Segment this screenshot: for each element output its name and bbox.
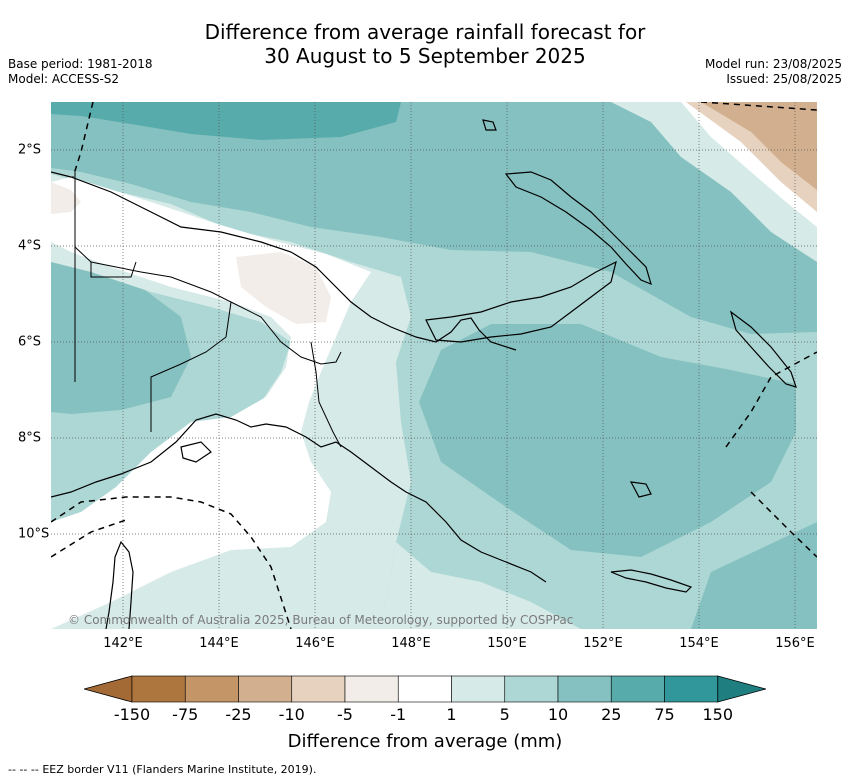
coast-bougainville — [729, 310, 797, 388]
coast-trobriand — [629, 481, 652, 498]
eez-legend: -- -- -- EEZ border V11 (Flanders Marine… — [8, 763, 316, 776]
longitude-label: 142°E — [103, 636, 143, 651]
border-province-c — [310, 341, 342, 448]
band-10-25-southeast — [691, 522, 817, 629]
band-10-25-west — [51, 247, 191, 414]
colorbar-tick-label: 150 — [702, 705, 734, 724]
eez-southwest — [51, 519, 127, 558]
coast-south — [51, 413, 547, 583]
coast-new-britain — [425, 260, 617, 343]
latitude-label: 2°S — [18, 142, 42, 158]
colorbar-tick-label: 1 — [446, 705, 457, 724]
colorbar-segment — [184, 675, 239, 703]
band-10-25-east — [419, 324, 796, 557]
graticule — [51, 102, 817, 629]
colorbar-tick-label: 25 — [601, 705, 622, 724]
eez-south — [51, 496, 292, 629]
colorbar-label: Difference from average (mm) — [287, 731, 563, 752]
coast-louisiade — [610, 569, 693, 593]
colorbar-tick-label: -150 — [113, 705, 151, 724]
coast-cape-york — [105, 540, 134, 629]
colorbar-tick-label: -75 — [172, 705, 199, 724]
rainfall-map — [51, 102, 817, 629]
copyright-text: © Commonwealth of Australia 2025, Bureau… — [68, 613, 574, 627]
band-10-25-north — [51, 102, 817, 334]
coast-fly-islands — [180, 441, 212, 463]
band-neg-10-northeast — [701, 102, 817, 190]
colorbar-tick-label: -25 — [225, 705, 252, 724]
longitude-label: 144°E — [199, 636, 239, 651]
eez-northwest — [72, 102, 94, 178]
colorbar-segment — [557, 675, 612, 703]
latitude-label: 4°S — [18, 238, 42, 254]
title-line-2: 30 August to 5 September 2025 — [264, 44, 586, 68]
longitude-label: 148°E — [391, 636, 431, 651]
colorbar-segment — [291, 675, 346, 703]
colorbar-tick-label: -10 — [278, 705, 305, 724]
eez-southeast — [750, 491, 817, 558]
coastlines — [51, 119, 797, 629]
model-text: Model: ACCESS-S2 — [8, 72, 120, 86]
band-neg-1-west — [51, 182, 81, 214]
eez-borders — [51, 102, 817, 629]
base-period-text: Base period: 1981-2018 — [8, 57, 153, 71]
latitude-label: 6°S — [18, 334, 42, 350]
colorbar-segment — [451, 675, 506, 703]
longitude-label: 154°E — [679, 636, 719, 651]
eez-legend-text: EEZ border V11 (Flanders Marine Institut… — [42, 763, 317, 776]
longitude-label: 156°E — [775, 636, 815, 651]
border-province-d — [90, 261, 137, 278]
band-25-75-north — [51, 102, 401, 140]
province-borders — [74, 172, 342, 448]
latitude-label: 8°S — [18, 430, 42, 446]
map-title: Difference from average rainfall forecas… — [0, 20, 850, 68]
coast-north — [51, 171, 517, 351]
colorbar-segment — [238, 675, 293, 703]
border-province-b — [230, 301, 342, 365]
meta-right: Model run: 23/08/2025 Issued: 25/08/2025 — [705, 57, 842, 87]
title-line-1: Difference from average rainfall forecas… — [204, 20, 646, 44]
colorbar-segment — [397, 675, 452, 703]
colorbar-extend-low — [84, 675, 133, 703]
longitude-label: 146°E — [295, 636, 335, 651]
band-1-5-south — [381, 542, 581, 629]
coast-manus — [482, 119, 497, 131]
band-neg-1-central — [236, 252, 331, 324]
longitude-label: 152°E — [583, 636, 623, 651]
colorbar-segment — [664, 675, 719, 703]
colorbar-tick-label: -5 — [337, 705, 353, 724]
colorbar-segment — [610, 675, 665, 703]
issued-text: Issued: 25/08/2025 — [726, 72, 842, 86]
coast-new-ireland — [504, 171, 652, 286]
model-run-text: Model run: 23/08/2025 — [704, 57, 842, 71]
colorbar-tick-label: 75 — [654, 705, 675, 724]
colorbar-extend-high — [717, 675, 766, 703]
eez-northeast — [700, 102, 817, 111]
latitude-label: 10°S — [18, 526, 50, 542]
longitude-label: 150°E — [487, 636, 527, 651]
colorbar-tick-label: -1 — [390, 705, 407, 724]
colorbar-tick-label: 10 — [547, 705, 569, 724]
colorbar — [84, 675, 766, 703]
colorbar-segment — [504, 675, 559, 703]
eez-legend-dash: -- -- -- — [8, 763, 39, 776]
colorbar-segment — [131, 675, 186, 703]
map-panel — [51, 102, 817, 629]
colorbar-tick-label: 5 — [499, 705, 510, 724]
meta-left: Base period: 1981-2018 Model: ACCESS-S2 — [8, 57, 153, 87]
colorbar-segment — [344, 675, 399, 703]
